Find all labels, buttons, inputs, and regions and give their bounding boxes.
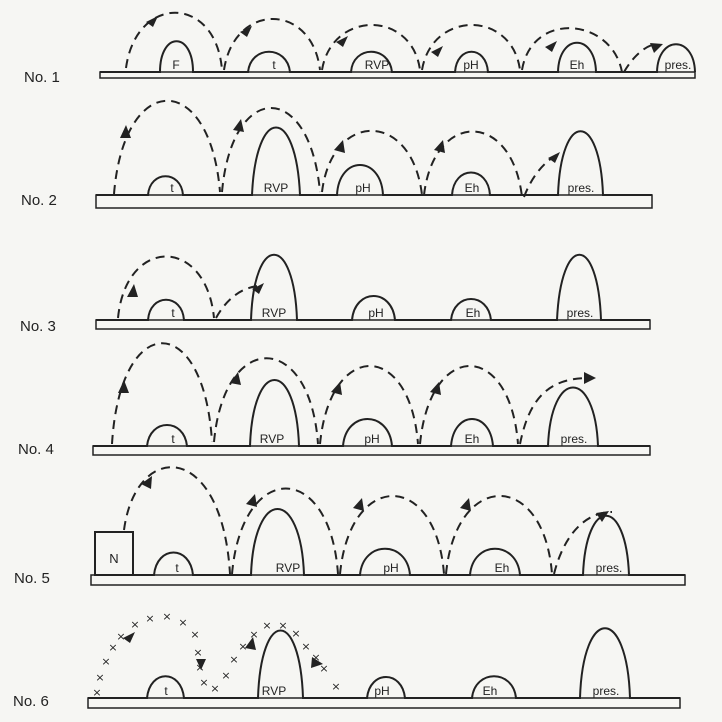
svg-text:×: ×: [319, 662, 328, 675]
svg-text:×: ×: [210, 682, 219, 695]
baseline-bar: [99, 40, 696, 79]
baseline-bar: [95, 126, 653, 209]
dashed-trajectory: [111, 342, 591, 445]
svg-text:×: ×: [238, 640, 247, 653]
crossed-trajectory: × × × × × × × × × × × × × × × × × × × × …: [92, 610, 340, 699]
hurdle-label: RVP: [365, 58, 389, 72]
trajectory-arrows: [120, 119, 560, 163]
row-label: No. 4: [18, 441, 54, 458]
hurdle-label: Eh: [570, 58, 585, 72]
hurdle-label: pH: [383, 561, 398, 575]
hurdle-label: Eh: [495, 561, 510, 575]
svg-text:×: ×: [221, 669, 230, 682]
svg-text:×: ×: [229, 653, 238, 666]
hurdle-label: pH: [364, 432, 379, 446]
svg-text:×: ×: [278, 619, 287, 632]
row-4: No. 4 t RVP pH Eh pres.: [18, 342, 651, 458]
hurdle-label: RVP: [262, 306, 286, 320]
baseline-bar: [87, 627, 681, 709]
hurdle-label: RVP: [262, 684, 286, 698]
svg-text:×: ×: [311, 651, 320, 664]
hurdle-label: pres.: [665, 58, 692, 72]
svg-text:×: ×: [301, 640, 310, 653]
hurdle-label: RVP: [260, 432, 284, 446]
svg-text:×: ×: [262, 619, 271, 632]
hurdle-label: pH: [368, 306, 383, 320]
svg-text:×: ×: [331, 680, 340, 693]
hurdle-label: pH: [355, 181, 370, 195]
row-6: No. 6 t RVP pH Eh pres. × × × × × × × × …: [13, 610, 681, 710]
row-label: No. 2: [21, 192, 57, 209]
hurdle-label: pres.: [593, 684, 620, 698]
hurdle-label: pres.: [561, 432, 588, 446]
baseline-bar: [92, 379, 651, 456]
baseline-bar: [95, 254, 651, 330]
hurdle-label: t: [272, 58, 276, 72]
svg-text:×: ×: [190, 628, 199, 641]
svg-text:×: ×: [92, 686, 101, 699]
svg-text:×: ×: [145, 612, 154, 625]
svg-text:×: ×: [162, 610, 171, 623]
row-label: No. 6: [13, 693, 49, 710]
trajectory-arrows: [118, 372, 596, 395]
svg-text:×: ×: [130, 618, 139, 631]
hurdle-label: RVP: [264, 181, 288, 195]
svg-text:×: ×: [291, 627, 300, 640]
trajectory-arrows: [141, 476, 609, 522]
hurdle-label: Eh: [466, 306, 481, 320]
dashed-trajectory: [123, 466, 613, 575]
trajectory-arrows: [123, 632, 323, 670]
svg-text:×: ×: [178, 616, 187, 629]
row-label: No. 1: [24, 69, 60, 86]
row-label: No. 5: [14, 570, 50, 587]
svg-text:×: ×: [101, 655, 110, 668]
svg-text:×: ×: [193, 646, 202, 659]
dashed-trajectory: [125, 11, 657, 73]
n-box-label: N: [109, 551, 118, 566]
trajectory-arrows: [127, 283, 264, 297]
trajectory-arrows: [146, 16, 663, 57]
hurdle-label: pres.: [568, 181, 595, 195]
hurdle-label: Eh: [483, 684, 498, 698]
row-3: No. 3 t RVP pH Eh pres.: [20, 254, 651, 335]
hurdle-label: pH: [374, 684, 389, 698]
row-1: No. 1 F t RVP pH Eh pres.: [24, 11, 696, 86]
hurdle-label: t: [175, 561, 179, 575]
row-label: No. 3: [20, 318, 56, 335]
hurdle-label: pH: [463, 58, 478, 72]
svg-text:×: ×: [116, 630, 125, 643]
hurdle-label: RVP: [276, 561, 300, 575]
row-5: No. 5 N t RVP pH Eh pres.: [14, 466, 686, 587]
baseline-bar: [90, 508, 686, 586]
hurdle-label: Eh: [465, 181, 480, 195]
svg-text:×: ×: [95, 671, 104, 684]
svg-text:×: ×: [108, 641, 117, 654]
svg-text:×: ×: [199, 676, 208, 689]
n-box: N: [94, 531, 134, 576]
hurdle-label: Eh: [465, 432, 480, 446]
hurdle-label: pres.: [596, 561, 623, 575]
hurdle-label: F: [172, 58, 179, 72]
hurdle-label: t: [164, 684, 168, 698]
svg-text:×: ×: [249, 628, 258, 641]
hurdle-label: t: [171, 432, 175, 446]
hurdle-label: pres.: [567, 306, 594, 320]
dashed-trajectory: [117, 255, 259, 319]
hurdle-label: t: [171, 306, 175, 320]
hurdle-label: t: [170, 181, 174, 195]
row-2: No. 2 t RVP pH Eh pres.: [21, 99, 653, 209]
